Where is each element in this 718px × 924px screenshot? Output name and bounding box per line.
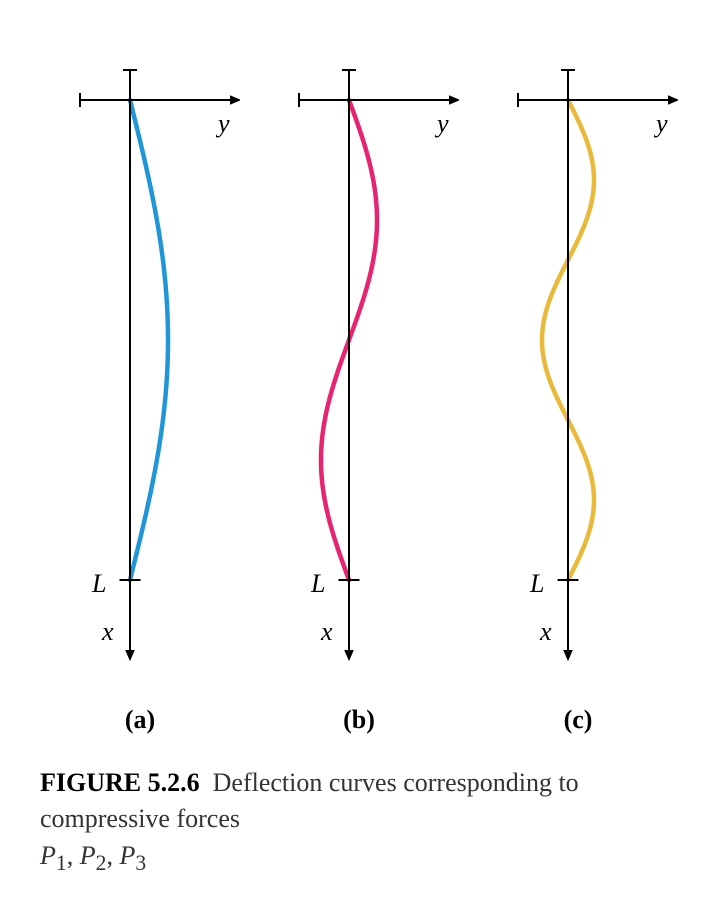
figure-container: yxL (a) yxL (b) yxL (c) FIGURE 5.2.6 Def… — [40, 40, 678, 878]
y-axis-arrow — [668, 95, 678, 105]
y-label: y — [653, 109, 668, 138]
l-label: L — [529, 569, 544, 598]
x-axis-arrow — [344, 650, 354, 661]
y-label: y — [434, 109, 449, 138]
panels-row: yxL (a) yxL (b) yxL (c) — [40, 40, 678, 735]
p1-sub: 1 — [56, 851, 67, 875]
p1: P — [40, 841, 56, 870]
panel-a-label: (a) — [40, 705, 240, 735]
figure-number: FIGURE 5.2.6 — [40, 768, 200, 797]
panel-a-svg: y xL — [40, 40, 240, 680]
caption-forces: P1, P2, P3 — [40, 841, 146, 870]
l-label: L — [91, 569, 106, 598]
x-label: x — [320, 617, 333, 646]
p3-sub: 3 — [135, 851, 146, 875]
p2: P — [80, 841, 96, 870]
deflection-curve — [130, 100, 168, 580]
x-axis-arrow — [125, 650, 135, 661]
panel-c-svg: y xL — [478, 40, 678, 680]
panel-c: y xL (c) — [478, 40, 678, 735]
panel-b: y xL (b) — [259, 40, 459, 735]
p2-sub: 2 — [96, 851, 107, 875]
y-axis-arrow — [449, 95, 459, 105]
caption-text-1: Deflection curves — [213, 768, 397, 797]
l-label: L — [310, 569, 325, 598]
figure-caption: FIGURE 5.2.6 Deflection curves correspon… — [40, 765, 678, 878]
panel-c-label: (c) — [478, 705, 678, 735]
p3: P — [119, 841, 135, 870]
y-label: y — [215, 109, 230, 138]
x-label: x — [101, 617, 114, 646]
panel-b-label: (b) — [259, 705, 459, 735]
panel-b-svg: y xL — [259, 40, 459, 680]
x-axis-arrow — [563, 650, 573, 661]
y-axis-arrow — [230, 95, 240, 105]
x-label: x — [539, 617, 552, 646]
panel-a: y xL (a) — [40, 40, 240, 735]
